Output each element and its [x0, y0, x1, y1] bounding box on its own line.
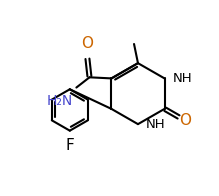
Text: O: O — [81, 36, 93, 51]
Text: O: O — [179, 113, 191, 128]
Text: F: F — [65, 138, 74, 153]
Text: NH: NH — [146, 118, 166, 131]
Text: H₂N: H₂N — [46, 94, 72, 108]
Text: NH: NH — [172, 72, 192, 85]
